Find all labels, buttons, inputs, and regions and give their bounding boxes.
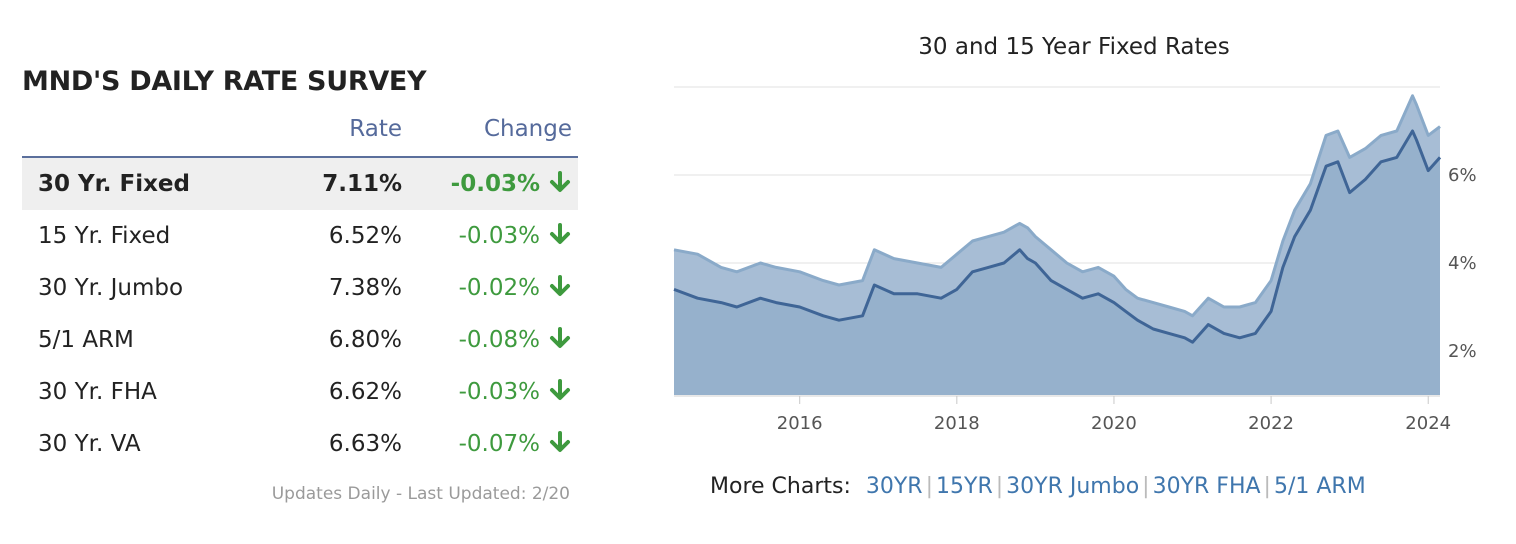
- change-value: -0.03%: [450, 171, 540, 197]
- down-arrow-icon: [550, 431, 570, 452]
- line-series-upper: [673, 94, 1441, 318]
- rate-row: 30 Yr. Jumbo 7.38% -0.02%: [22, 262, 578, 314]
- rate-change: -0.02%: [459, 262, 572, 314]
- down-arrow-icon: [550, 171, 570, 192]
- product-name: 30 Yr. Jumbo: [38, 275, 184, 301]
- y-tick-label: 2%: [1448, 341, 1477, 362]
- rate-row: 30 Yr. FHA 6.62% -0.03%: [22, 366, 578, 418]
- rate-change: -0.03%: [451, 158, 572, 210]
- x-tick-label: 2024: [1405, 413, 1451, 434]
- rate-value: 7.11%: [322, 171, 402, 197]
- more-chart-link[interactable]: 5/1 ARM: [1273, 474, 1366, 499]
- rate-column-header: Rate: [349, 116, 402, 142]
- axis-layer: 2% 4% 6% 2016 2018 2020 2022 2024: [674, 165, 1477, 434]
- more-charts-links: 30YR | 15YR | 30YR Jumbo | 30YR FHA | 5/1 ARM: [866, 474, 1366, 499]
- down-arrow-icon: [550, 223, 570, 244]
- more-chart-link[interactable]: 30YR: [865, 474, 923, 499]
- daily-rate-survey: MND'S DAILY RATE SURVEY Rate Change 30 Y…: [22, 60, 578, 504]
- rate-value: 6.63%: [328, 431, 402, 457]
- x-tick-label: 2018: [934, 413, 980, 434]
- product-name: 30 Yr. VA: [38, 431, 141, 457]
- chart-title: 30 and 15 Year Fixed Rates: [918, 34, 1230, 60]
- link-separator: |: [995, 474, 1004, 499]
- change-value: -0.03%: [458, 223, 540, 249]
- rate-table-body: 30 Yr. Fixed 7.11% -0.03% 15 Yr. Fixed 6.52%…: [22, 158, 578, 470]
- more-charts-bar: More Charts: 30YR | 15YR | 30YR Jumbo | 30YR F…: [710, 474, 1366, 499]
- more-chart-link[interactable]: 30YR Jumbo: [1006, 474, 1140, 499]
- product-name: 15 Yr. Fixed: [38, 223, 171, 249]
- product-name: 30 Yr. FHA: [38, 379, 157, 405]
- down-arrow-icon: [550, 275, 570, 296]
- rate-change: -0.03%: [459, 210, 572, 262]
- rate-value: 7.38%: [328, 275, 402, 301]
- y-tick-label: 4%: [1448, 253, 1477, 274]
- product-name: 5/1 ARM: [38, 327, 134, 353]
- y-tick-label: 6%: [1448, 165, 1477, 186]
- more-chart-link[interactable]: 30YR FHA: [1152, 474, 1261, 499]
- change-value: -0.03%: [458, 379, 540, 405]
- survey-title-bold: DAILY RATE SURVEY: [129, 66, 427, 97]
- rate-change: -0.03%: [459, 366, 572, 418]
- change-value: -0.08%: [458, 327, 540, 353]
- rate-row: 30 Yr. Fixed 7.11% -0.03%: [22, 158, 578, 210]
- change-column-header: Change: [483, 116, 572, 142]
- link-separator: |: [1142, 474, 1150, 499]
- link-separator: |: [1263, 474, 1271, 499]
- rate-row: 15 Yr. Fixed 6.52% -0.03%: [22, 210, 578, 262]
- down-arrow-icon: [550, 379, 570, 400]
- more-charts-label: More Charts:: [710, 474, 851, 499]
- rate-change: -0.08%: [459, 314, 572, 366]
- rate-change: -0.07%: [459, 418, 572, 470]
- more-chart-link[interactable]: 15YR: [936, 474, 993, 499]
- last-updated-note: Updates Daily - Last Updated: 2/20: [271, 484, 570, 504]
- rate-row: 30 Yr. VA 6.63% -0.07%: [22, 418, 578, 470]
- area-series-lower: [674, 131, 1440, 395]
- rate-value: 6.62%: [328, 379, 402, 405]
- x-tick-label: 2022: [1248, 413, 1294, 434]
- link-separator: |: [925, 474, 934, 499]
- rate-row: 5/1 ARM 6.80% -0.08%: [22, 314, 578, 366]
- survey-title: MND'S DAILY RATE SURVEY: [22, 60, 578, 104]
- line-series-lower: [673, 129, 1442, 344]
- down-arrow-icon: [550, 327, 570, 348]
- change-value: -0.02%: [458, 275, 540, 301]
- x-tick-label: 2020: [1091, 413, 1137, 434]
- series-layer: [673, 94, 1442, 396]
- product-name: 30 Yr. Fixed: [38, 171, 190, 197]
- rate-value: 6.52%: [328, 223, 402, 249]
- survey-title-prefix: MND'S: [22, 66, 121, 97]
- change-value: -0.07%: [458, 431, 540, 457]
- rate-table-header: Rate Change: [22, 104, 578, 158]
- x-tick-label: 2016: [777, 413, 823, 434]
- rate-value: 6.80%: [328, 327, 402, 353]
